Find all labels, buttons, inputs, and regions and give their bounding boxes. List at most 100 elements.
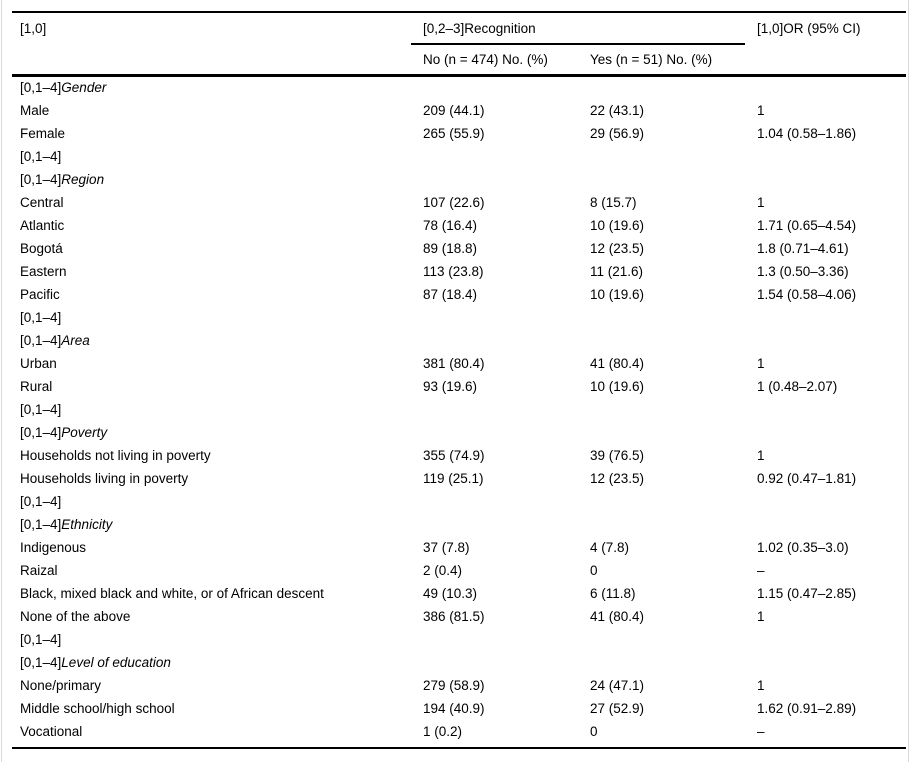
data-row: Black, mixed black and white, or of Afri… <box>12 582 906 605</box>
empty-cell <box>411 651 578 674</box>
row-label-cell: None of the above <box>20 608 131 624</box>
row-label-cell: Urban <box>20 355 57 371</box>
yes-value-cell: 41 (80.4) <box>590 608 645 624</box>
no-value-cell: 93 (19.6) <box>423 378 478 394</box>
data-row: None of the above 386 (81.5) 41 (80.4) 1 <box>12 605 906 628</box>
row-label-cell: Middle school/high school <box>20 700 175 716</box>
row-label-cell: Pacific <box>20 286 60 302</box>
row-label-cell: None/primary <box>20 677 102 693</box>
data-row: Atlantic 78 (16.4) 10 (19.6) 1.71 (0.65–4.5… <box>12 214 906 237</box>
empty-cell <box>745 168 906 191</box>
no-value-cell: 119 (25.1) <box>423 470 484 486</box>
section-title: Poverty <box>61 424 108 440</box>
empty-cell <box>745 513 906 536</box>
or-value-cell: 1.02 (0.35–3.0) <box>757 539 849 555</box>
yes-value-cell: 22 (43.1) <box>590 102 645 118</box>
section-header-row: [0,1–4]Region <box>12 168 906 191</box>
spacer-label-cell: [0,1–4] <box>20 309 62 325</box>
empty-cell <box>745 651 906 674</box>
spacer-label-cell: [0,1–4] <box>20 401 62 417</box>
spacer-label-cell: [0,1–4] <box>20 631 62 647</box>
empty-cell <box>411 306 578 329</box>
section-header-row: [0,1–4]Ethnicity <box>12 513 906 536</box>
row-label-cell: Female <box>20 125 66 141</box>
data-row: Bogotá 89 (18.8) 12 (23.5) 1.8 (0.71–4.61) <box>12 237 906 260</box>
empty-cell <box>578 398 745 421</box>
table-body: [0,1–4]Gender Male 209 (44.1) 22 (43.1) 1 Fem… <box>12 76 906 743</box>
section-spacer-row: [0,1–4] <box>12 306 906 329</box>
row-label-cell: Black, mixed black and white, or of Afri… <box>20 585 324 601</box>
or-value-cell: 1 <box>757 194 765 210</box>
yes-value-cell: 0 <box>590 562 598 578</box>
section-header-cell: [0,1–4]Gender <box>12 76 411 99</box>
recognition-spanner-header: [0,2–3]Recognition <box>411 12 745 45</box>
yes-value-cell: 39 (76.5) <box>590 447 645 463</box>
yes-value-cell: 10 (19.6) <box>590 286 645 302</box>
yes-value-cell: 8 (15.7) <box>590 194 637 210</box>
yes-value-cell: 11 (21.6) <box>590 263 644 279</box>
empty-cell <box>578 168 745 191</box>
no-value-cell: 355 (74.9) <box>423 447 485 463</box>
data-row: Households not living in poverty 355 (74.… <box>12 444 906 467</box>
yes-value-cell: 27 (52.9) <box>590 700 645 716</box>
data-row: Eastern 113 (23.8) 11 (21.6) 1.3 (0.50–3.36… <box>12 260 906 283</box>
no-value-cell: 78 (16.4) <box>423 217 478 233</box>
or-value-cell: 1.62 (0.91–2.89) <box>757 700 857 716</box>
yes-value-cell: 6 (11.8) <box>590 585 636 601</box>
or-value-cell: 1.71 (0.65–4.54) <box>757 217 857 233</box>
section-header-cell: [0,1–4]Poverty <box>12 421 411 444</box>
empty-cell <box>411 490 578 513</box>
header-row-sub: No (n = 474) No. (%) Yes (n = 51) No. (%… <box>12 44 906 77</box>
section-title: Area <box>61 332 90 348</box>
empty-cell <box>411 421 578 444</box>
row-label-cell: Bogotá <box>20 240 63 256</box>
no-value-cell: 386 (81.5) <box>423 608 485 624</box>
yes-value-cell: 10 (19.6) <box>590 217 645 233</box>
spacer-label-cell: [0,1–4] <box>20 148 62 164</box>
or-value-cell: 1.8 (0.71–4.61) <box>757 240 849 256</box>
empty-header-cell <box>745 44 906 77</box>
data-row: Rural 93 (19.6) 10 (19.6) 1 (0.48–2.07) <box>12 375 906 398</box>
empty-cell <box>578 421 745 444</box>
empty-cell <box>578 651 745 674</box>
row-label-cell: Eastern <box>20 263 67 279</box>
empty-cell <box>578 329 745 352</box>
empty-cell <box>745 421 906 444</box>
no-value-cell: 194 (40.9) <box>423 700 485 716</box>
data-row: Pacific 87 (18.4) 10 (19.6) 1.54 (0.58–4.06… <box>12 283 906 306</box>
yes-column-header: Yes (n = 51) No. (%) <box>578 44 745 77</box>
empty-cell <box>578 628 745 651</box>
row-label-cell: Raizal <box>20 562 58 578</box>
empty-cell <box>578 513 745 536</box>
no-value-cell: 37 (7.8) <box>423 539 470 555</box>
no-value-cell: 113 (23.8) <box>423 263 484 279</box>
no-value-cell: 107 (22.6) <box>423 194 485 210</box>
data-row: Indigenous 37 (7.8) 4 (7.8) 1.02 (0.35–3.0) <box>12 536 906 559</box>
section-prefix: [0,1–4] <box>20 424 62 440</box>
recognition-table: [1,0] [0,2–3]Recognition [1,0]OR (95% CI… <box>12 11 906 743</box>
no-value-cell: 209 (44.1) <box>423 102 485 118</box>
or-value-cell: 1 <box>757 355 765 371</box>
data-row: Households living in poverty 119 (25.1) 12… <box>12 467 906 490</box>
no-value-cell: 87 (18.4) <box>423 286 478 302</box>
yes-value-cell: 10 (19.6) <box>590 378 645 394</box>
or-column-header: [1,0]OR (95% CI) <box>757 21 861 36</box>
empty-cell <box>745 145 906 168</box>
table-header: [1,0] [0,2–3]Recognition [1,0]OR (95% CI… <box>12 12 906 77</box>
row-label-cell: Male <box>20 102 50 118</box>
section-prefix: [0,1–4] <box>20 516 62 532</box>
section-spacer-row: [0,1–4] <box>12 398 906 421</box>
yes-value-cell: 29 (56.9) <box>590 125 645 141</box>
yes-value-cell: 24 (47.1) <box>590 677 645 693</box>
empty-cell <box>411 628 578 651</box>
data-row: Middle school/high school 194 (40.9) 27 (5… <box>12 697 906 720</box>
data-row: Urban 381 (80.4) 41 (80.4) 1 <box>12 352 906 375</box>
empty-cell <box>578 490 745 513</box>
section-title: Region <box>61 171 105 187</box>
yes-value-cell: 4 (7.8) <box>590 539 630 555</box>
empty-header-cell <box>12 44 411 77</box>
recognition-table-wrapper: [1,0] [0,2–3]Recognition [1,0]OR (95% CI… <box>12 11 906 749</box>
section-header-row: [0,1–4]Area <box>12 329 906 352</box>
empty-cell <box>578 306 745 329</box>
section-title: Ethnicity <box>61 516 113 532</box>
